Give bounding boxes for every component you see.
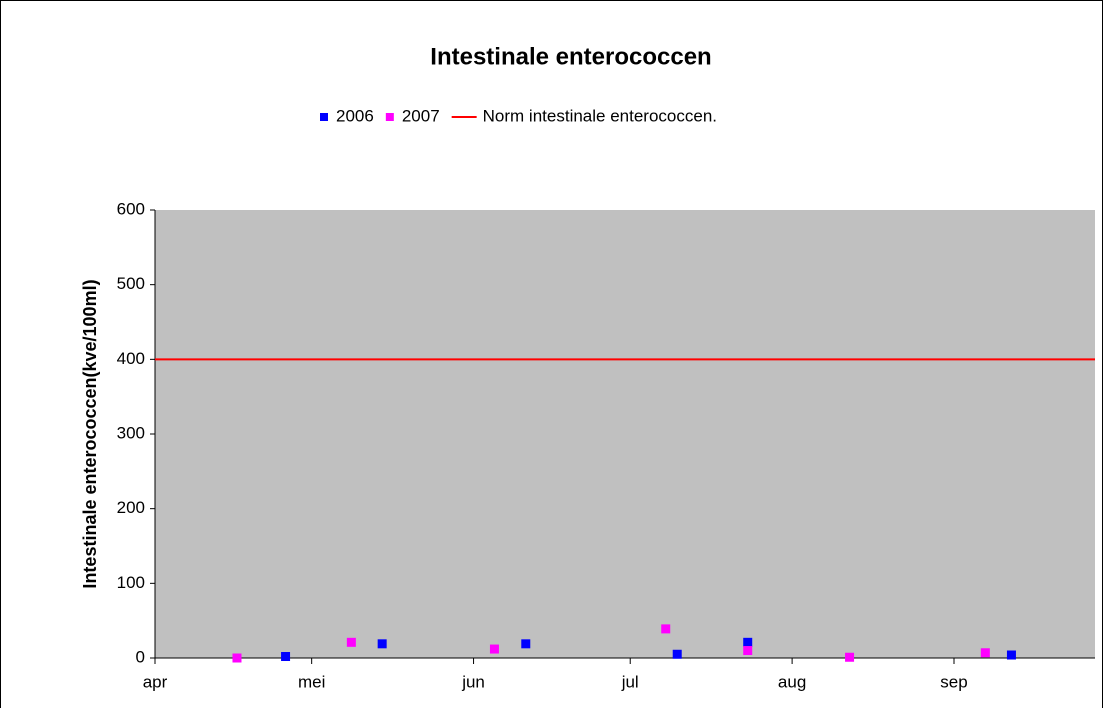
point	[346, 637, 356, 647]
y-axis-title: Intestinale enterococcen(kve/100ml)	[80, 279, 100, 588]
point	[489, 644, 499, 654]
chart-title: Intestinale enterococcen	[430, 43, 711, 70]
point	[521, 639, 531, 649]
plot-area	[155, 210, 1095, 658]
point	[980, 648, 990, 658]
point	[232, 653, 242, 663]
y-tick-label: 600	[117, 199, 145, 218]
x-tick-label: jul	[621, 672, 639, 691]
y-tick-label: 100	[117, 573, 145, 592]
x-tick-label: mei	[298, 672, 325, 691]
x-tick-label: apr	[143, 672, 168, 691]
y-tick-label: 400	[117, 349, 145, 368]
legend-marker	[385, 113, 394, 121]
point	[672, 649, 682, 659]
legend-label: 2007	[402, 106, 440, 125]
x-tick-label: jun	[461, 672, 485, 691]
point	[377, 639, 387, 649]
x-tick-label: sep	[940, 672, 967, 691]
x-tick-label: aug	[778, 672, 806, 691]
legend-label: Norm intestinale enterococcen.	[483, 106, 717, 125]
legend-marker	[320, 113, 328, 121]
point	[281, 652, 291, 662]
point	[845, 652, 855, 662]
point	[661, 624, 671, 634]
legend-label: 2006	[336, 106, 374, 125]
y-tick-label: 0	[136, 647, 145, 666]
point	[743, 637, 753, 647]
point	[1006, 650, 1016, 660]
y-tick-label: 300	[117, 423, 145, 442]
point	[743, 646, 753, 656]
y-tick-label: 500	[117, 274, 145, 293]
y-tick-label: 200	[117, 498, 145, 517]
